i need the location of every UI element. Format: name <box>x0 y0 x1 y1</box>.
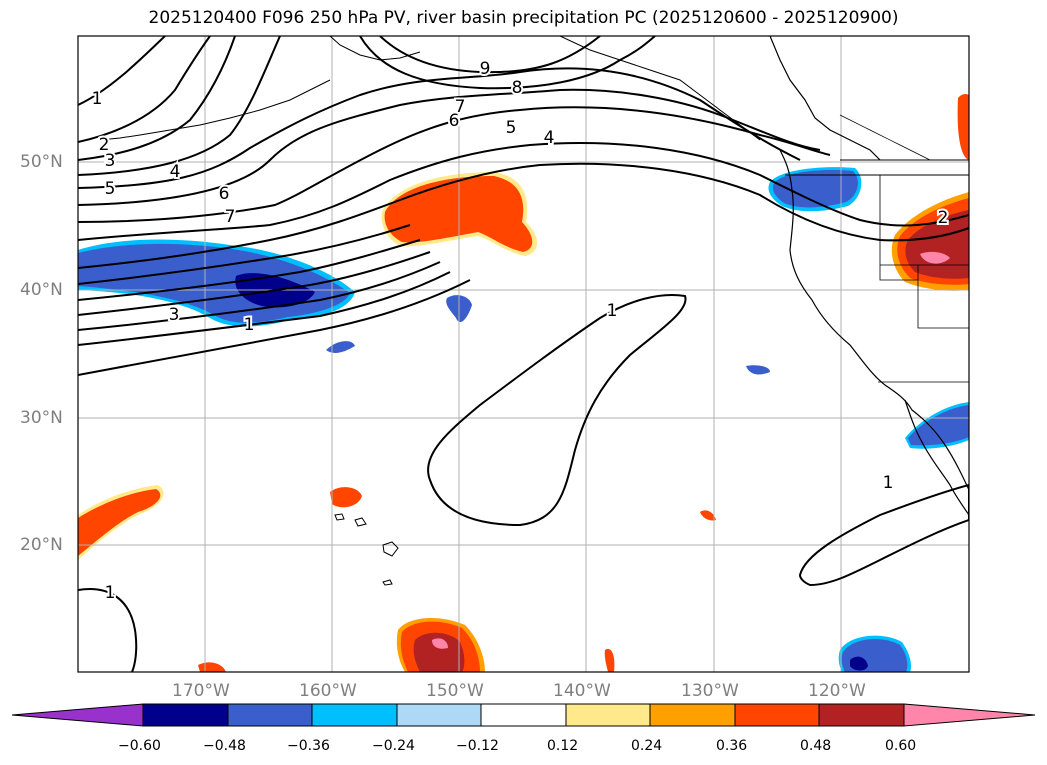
lat-label-20n: 20°N <box>20 535 63 555</box>
pv-contour-se-1 <box>798 483 969 587</box>
contour-label: 9 <box>480 59 491 79</box>
pv-contour-6 <box>78 88 821 206</box>
neg-blob-pnw-mid <box>772 170 858 208</box>
pv-contour-band-6 <box>78 261 441 331</box>
pv-contour-band-4 <box>78 239 421 301</box>
lat-label-30n: 30°N <box>20 408 63 428</box>
colorbar-extend-max <box>903 703 1036 727</box>
neg-core-se <box>850 656 868 671</box>
pv-contour-1-north <box>78 36 166 106</box>
contour-label: 7 <box>455 97 466 117</box>
lon-label-140w: 140°W <box>553 681 611 701</box>
pv-contour-sw-1 <box>78 588 138 672</box>
colorbar-extend-min <box>11 703 144 727</box>
contour-label: 4 <box>544 128 555 148</box>
colorbar-segment <box>396 703 482 727</box>
contour-label-group: 1 2 3 4 5 6 7 9 8 7 6 5 4 3 1 1 1 1 2 <box>90 57 951 605</box>
map-title: 2025120400 F096 250 hPa PV, river basin … <box>148 8 899 28</box>
colorbar-segment <box>227 703 313 727</box>
pos-blob-south-max <box>432 638 448 649</box>
colorbar-segment <box>480 703 567 727</box>
contour-label: 1 <box>105 583 116 603</box>
pv-contour-8 <box>359 36 656 90</box>
pv-contours <box>78 36 969 672</box>
pos-small-1 <box>330 487 362 508</box>
neg-blob-baja-mid <box>908 405 969 446</box>
colorbar-tick: −0.24 <box>372 738 415 754</box>
pos-blob-south-dark <box>413 632 465 672</box>
pos-blob-interior-dark <box>905 210 969 279</box>
lon-label-160w: 160°W <box>299 681 357 701</box>
pv-contour-central-1 <box>427 294 687 527</box>
colorbar-segment <box>565 703 651 727</box>
map-frame <box>77 35 970 673</box>
pos-small-3 <box>604 648 615 672</box>
contour-label: 6 <box>219 184 230 204</box>
pv-contour-2 <box>78 36 211 143</box>
colorbar-tick: −0.48 <box>203 738 246 754</box>
contour-label: 5 <box>105 179 116 199</box>
graticule <box>78 36 969 672</box>
pos-small-4 <box>198 662 226 672</box>
pv-contour-3 <box>78 36 236 161</box>
pv-contour-9 <box>379 36 601 74</box>
colorbar-tick: 0.60 <box>885 738 917 754</box>
colorbar <box>11 703 1036 727</box>
neg-small-2 <box>326 341 355 353</box>
colorbar-segment <box>734 703 820 727</box>
contour-label: 3 <box>169 305 180 325</box>
pv-contour-band-3 <box>78 224 411 285</box>
lon-label-120w: 120°W <box>808 681 866 701</box>
contour-label: 2 <box>938 208 949 228</box>
lat-label-40n: 40°N <box>20 280 63 300</box>
colorbar-tick: 0.36 <box>716 738 748 754</box>
neg-small-3 <box>746 365 770 375</box>
coastlines <box>99 36 969 586</box>
colorbar-tick: −0.36 <box>287 738 330 754</box>
precip-fields <box>78 94 969 672</box>
colorbar-segment <box>818 703 905 727</box>
contour-label: 3 <box>105 151 116 171</box>
lon-label-130w: 130°W <box>681 681 739 701</box>
pos-blob-interior-max <box>920 251 950 264</box>
contour-label: 1 <box>92 89 103 109</box>
contour-label: 6 <box>449 111 460 131</box>
pv-contour-5 <box>78 67 801 189</box>
contour-label: 5 <box>506 118 517 138</box>
contour-label: 1 <box>883 473 894 493</box>
colorbar-tick: −0.60 <box>118 738 161 754</box>
colorbar-tick: 0.48 <box>800 738 832 754</box>
colorbar-tick: −0.12 <box>456 738 499 754</box>
pos-blob-sw-mid <box>78 489 161 556</box>
pv-contour-band-1 <box>78 142 969 241</box>
pv-contour-4 <box>78 36 281 176</box>
lon-label-170w: 170°W <box>172 681 230 701</box>
colorbar-segment <box>311 703 398 727</box>
colorbar-tick: 0.24 <box>631 738 663 754</box>
contour-label: 7 <box>225 207 236 227</box>
pv-contour-band-5 <box>78 251 431 316</box>
contour-label: 8 <box>512 78 523 98</box>
contour-label: 4 <box>170 162 181 182</box>
pv-contour-band-2 <box>78 162 969 269</box>
contour-label: 1 <box>244 315 255 335</box>
colorbar-segment <box>649 703 736 727</box>
contour-label: 2 <box>99 135 110 155</box>
lon-label-150w: 150°W <box>426 681 484 701</box>
pv-contour-band-7 <box>78 271 451 346</box>
colorbar-segment <box>142 703 229 727</box>
colorbar-tick: 0.12 <box>547 738 579 754</box>
lat-label-50n: 50°N <box>20 152 63 172</box>
pos-blob-central-mid <box>384 176 533 252</box>
contour-label: 1 <box>607 301 618 321</box>
pv-contour-7 <box>78 106 831 223</box>
pos-strip-ne <box>957 94 969 160</box>
pos-small-2 <box>700 510 716 521</box>
pv-contour-band-8 <box>78 279 471 376</box>
